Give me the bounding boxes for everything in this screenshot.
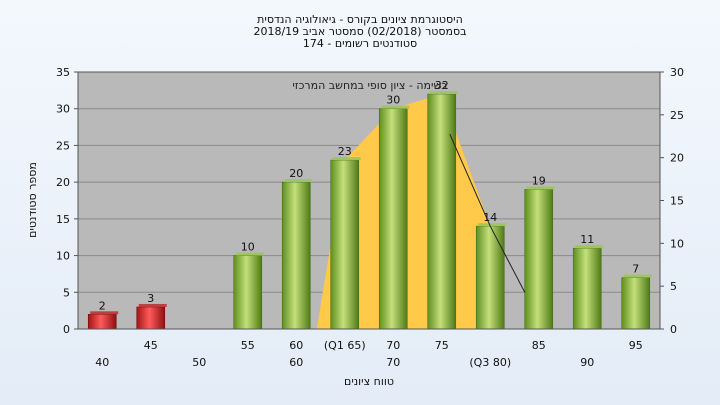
y-right-tick-label: 15 [670,195,684,208]
x-tick-label-lower: 60 [289,356,303,369]
bar-value-label: 14 [483,211,497,224]
bar-55 [233,255,263,330]
y-axis-label: מספר סטודנטים [26,162,39,238]
bar-60 [281,181,311,330]
y-left-tick-label: 15 [56,213,70,226]
bar-top [526,186,555,190]
y-left-tick-label: 10 [56,250,70,263]
x-tick-label-lower: 90 [580,356,594,369]
bar-top [575,245,604,249]
bar-value-label: 2 [99,299,106,312]
x-tick-label-upper: 75 [435,339,449,352]
bar-top [381,105,410,109]
x-tick-label-upper: (Q1 65) [324,339,366,352]
y-right-tick-label: 0 [670,323,677,336]
bar-40 [87,314,117,330]
y-right-tick-label: 10 [670,237,684,250]
bar-value-label: 3 [147,292,154,305]
bar-top [429,91,458,95]
bar-value-label: 32 [435,79,449,92]
bar-top [332,157,361,161]
y-right-tick-label: 30 [670,66,684,79]
bar-value-label: 20 [289,167,303,180]
chart-title-line-2: בסמסטר (02/2018) סמסטר אביב 2018/19 [253,25,466,38]
bar-value-label: 10 [241,241,255,254]
chart-title-line-3: סטודנטים רשומים - 174 [303,37,417,50]
x-tick-label-upper: 70 [386,339,400,352]
bar-95 [621,277,651,330]
x-axis-label: טווח ציונים [344,375,394,388]
bar-top [138,303,167,307]
y-axis-left: 0 5 10 15 20 25 30 35 [56,66,78,336]
x-tick-label-lower: 50 [192,356,206,369]
annotation-label: בשימה - ציון סופי במחשב המרכזי [292,79,447,92]
y-left-tick-label: 30 [56,103,70,116]
bar-top [90,311,119,315]
bar-top [478,223,507,227]
trend-line [449,133,526,293]
bar-45 [136,306,166,330]
y-left-tick-label: 0 [63,323,70,336]
bar-80 [475,225,505,330]
x-tick-label-upper: 45 [144,339,158,352]
y-axis-right: 0 5 10 15 20 25 30 [660,66,684,336]
x-tick-label-upper: 95 [629,339,643,352]
bar-value-label: 30 [386,94,400,107]
y-left-tick-label: 35 [56,66,70,79]
chart-title: היסטוגרמת ציונים בקורס - גיאולוגיה הנדסי… [253,13,466,50]
x-tick-label-lower: 70 [386,356,400,369]
x-tick-label-upper: 60 [289,339,303,352]
x-tick-label-lower: 40 [95,356,109,369]
bar-65 [330,159,360,330]
bar-value-label: 19 [532,174,546,187]
y-left-tick-label: 5 [63,286,70,299]
bar-85 [524,189,554,330]
bar-value-label: 11 [580,233,594,246]
bar-70 [378,108,408,330]
x-tick-label-upper: 55 [241,339,255,352]
bar-75 [427,93,457,330]
bar-top [235,252,264,256]
x-tick-label-lower: (Q3 80) [469,356,511,369]
y-left-tick-label: 20 [56,176,70,189]
bar-value-label: 7 [632,263,639,276]
bar-90 [572,247,602,330]
bar-top [284,179,313,183]
y-right-tick-label: 25 [670,109,684,122]
chart-title-line-1: היסטוגרמת ציונים בקורס - גיאולוגיה הנדסי… [257,13,463,26]
y-right-tick-label: 5 [670,280,677,293]
y-right-tick-label: 20 [670,152,684,165]
bar-top [623,274,652,278]
x-tick-label-upper: 85 [532,339,546,352]
y-left-tick-label: 25 [56,139,70,152]
bars [87,91,652,330]
x-axis-ticks: 45 55 60 (Q1 65) 70 75 85 95 40 50 60 70 (Q3 80) 90 [95,339,643,369]
bar-value-label: 23 [338,145,352,158]
